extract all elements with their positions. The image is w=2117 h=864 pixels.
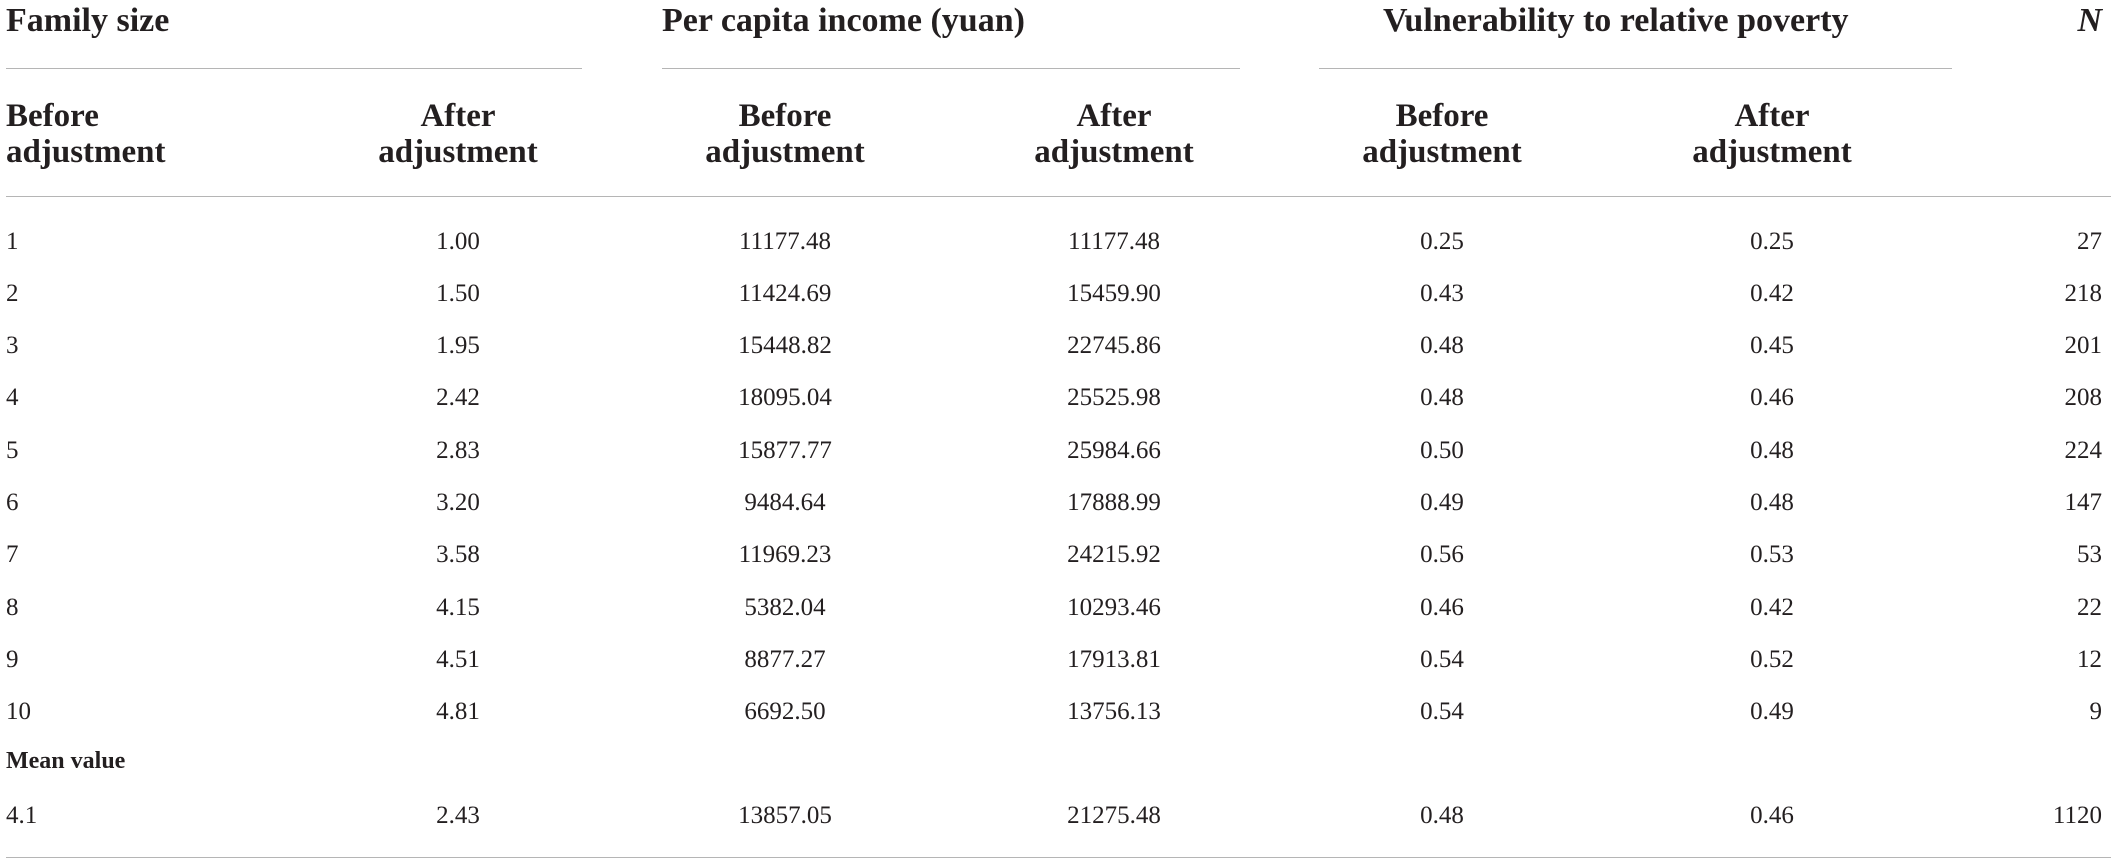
cell-n: 27 [2077, 228, 2102, 255]
cell-value: 4.81 [436, 698, 480, 725]
bottom-rule [6, 857, 2111, 858]
cell-value: 17888.99 [1067, 489, 1161, 516]
cell-value: 2.42 [436, 384, 480, 411]
cell-n: 22 [2077, 594, 2102, 621]
cell-family-size-before: 3 [6, 332, 19, 359]
cell-value: 8877.27 [744, 646, 826, 673]
cell-value: 11177.48 [739, 228, 831, 255]
group-rule-income [662, 68, 1240, 69]
group-rule-family-size [6, 68, 582, 69]
cell-value: 0.42 [1750, 280, 1794, 307]
cell-value: 0.56 [1420, 541, 1464, 568]
cell-value: 4.51 [436, 646, 480, 673]
mean-n: 1120 [2052, 802, 2102, 829]
cell-n: 218 [2064, 280, 2103, 307]
cell-value: 15459.90 [1067, 280, 1161, 307]
cell-value: 0.46 [1750, 384, 1794, 411]
cell-family-size-before: 6 [6, 489, 19, 516]
cell-value: 15877.77 [738, 437, 832, 464]
cell-family-size-before: 9 [6, 646, 19, 673]
mean-family-size-before: 4.1 [6, 802, 38, 829]
cell-value: 6692.50 [744, 698, 826, 725]
subheader-family-before: Before adjustment [6, 98, 166, 170]
cell-value: 0.42 [1750, 594, 1794, 621]
group-rule-vulnerability [1319, 68, 1952, 69]
mean-value-label: Mean value [6, 748, 126, 774]
cell-value: 2.83 [436, 437, 480, 464]
header-n: N [2077, 2, 2102, 39]
cell-value: 22745.86 [1067, 332, 1161, 359]
cell-value: 0.46 [1420, 594, 1464, 621]
cell-value: 10293.46 [1067, 594, 1161, 621]
cell-value: 0.52 [1750, 646, 1794, 673]
header-family-size: Family size [6, 2, 170, 39]
cell-value: 1.50 [436, 280, 480, 307]
cell-value: 0.53 [1750, 541, 1794, 568]
cell-n: 201 [2064, 332, 2103, 359]
cell-value: 17913.81 [1067, 646, 1161, 673]
cell-value: 25984.66 [1067, 437, 1161, 464]
cell-n: 53 [2077, 541, 2102, 568]
cell-value: 3.58 [436, 541, 480, 568]
cell-family-size-before: 1 [6, 228, 19, 255]
cell-value: 1.95 [436, 332, 480, 359]
cell-value: 13756.13 [1067, 698, 1161, 725]
cell-value: 4.15 [436, 594, 480, 621]
cell-value: 3.20 [436, 489, 480, 516]
cell-family-size-before: 4 [6, 384, 19, 411]
cell-value: 5382.04 [744, 594, 826, 621]
cell-value: 11177.48 [1068, 228, 1160, 255]
header-vulnerability: Vulnerability to relative poverty [1383, 2, 1849, 39]
cell-value: 1.00 [436, 228, 480, 255]
cell-value: 0.48 [1750, 489, 1794, 516]
cell-value: 25525.98 [1067, 384, 1161, 411]
cell-family-size-before: 10 [6, 698, 31, 725]
cell-n: 12 [2077, 646, 2102, 673]
cell-family-size-before: 8 [6, 594, 19, 621]
cell-value: 24215.92 [1067, 541, 1161, 568]
cell-value: 21275.48 [1067, 802, 1161, 829]
cell-value: 2.43 [436, 802, 480, 829]
cell-value: 0.48 [1420, 332, 1464, 359]
cell-value: 11424.69 [738, 280, 832, 307]
cell-value: 0.25 [1420, 228, 1464, 255]
cell-value: 0.45 [1750, 332, 1794, 359]
cell-value: 13857.05 [738, 802, 832, 829]
cell-family-size-before: 7 [6, 541, 19, 568]
cell-n: 147 [2064, 489, 2103, 516]
cell-value: 0.25 [1750, 228, 1794, 255]
cell-value: 0.46 [1750, 802, 1794, 829]
cell-n: 9 [2089, 698, 2103, 725]
cell-value: 0.43 [1420, 280, 1464, 307]
cell-value: 0.48 [1420, 384, 1464, 411]
cell-value: 0.50 [1420, 437, 1464, 464]
cell-value: 0.49 [1750, 698, 1794, 725]
header-per-capita-income: Per capita income (yuan) [662, 2, 1025, 39]
cell-value: 0.49 [1420, 489, 1464, 516]
cell-value: 0.54 [1420, 646, 1464, 673]
cell-value: 9484.64 [744, 489, 826, 516]
cell-family-size-before: 2 [6, 280, 19, 307]
cell-value: 0.48 [1420, 802, 1464, 829]
cell-n: 224 [2064, 437, 2103, 464]
header-rule [6, 196, 2111, 197]
cell-value: 18095.04 [738, 384, 832, 411]
cell-family-size-before: 5 [6, 437, 19, 464]
cell-value: 11969.23 [738, 541, 832, 568]
cell-value: 15448.82 [738, 332, 832, 359]
cell-n: 208 [2064, 384, 2103, 411]
cell-value: 0.48 [1750, 437, 1794, 464]
cell-value: 0.54 [1420, 698, 1464, 725]
